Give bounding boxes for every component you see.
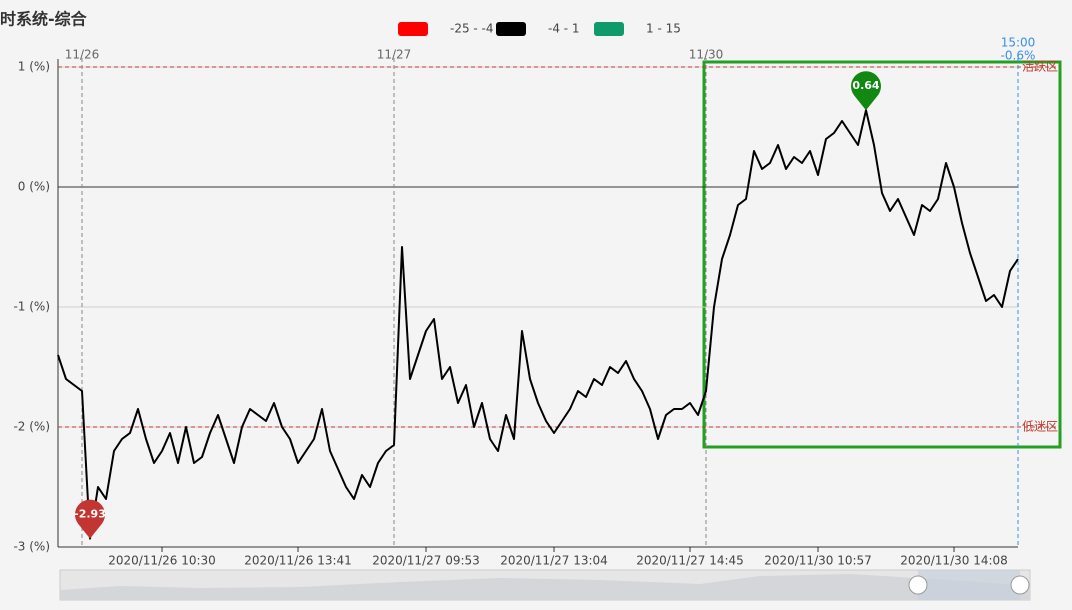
chart-title: 时系统-综合 [0,10,88,29]
slider-handle[interactable] [908,575,928,595]
y-tick-label: -2 (%) [13,420,50,434]
legend-swatch [398,22,428,36]
highlight-box [702,60,1062,449]
pin [75,499,105,539]
slider[interactable] [59,569,1031,601]
x-tick-label: 2020/11/27 14:45 [636,554,744,568]
x-tick-label: 2020/11/26 10:30 [108,554,216,568]
day-label: 11/30 [689,48,724,62]
day-label: 11/27 [377,48,412,62]
y-tick-label: -1 (%) [13,300,50,314]
pin-label: -2.93 [74,508,106,521]
x-tick-label: 2020/11/30 10:57 [764,554,872,568]
x-tick-label: 2020/11/26 13:41 [244,554,352,568]
zone-label: 低迷区 [1022,420,1058,434]
legend-label: 1 - 15 [646,22,681,36]
legend-label: -4 - 1 [548,22,580,36]
legend-label: -25 - -4 [450,22,494,36]
line [57,109,1019,540]
x-tick-label: 2020/11/30 14:08 [900,554,1008,568]
y-tick-label: 1 (%) [18,60,50,74]
pin-label: 0.64 [852,79,879,92]
slider-preview [60,574,1030,600]
slider-window[interactable] [918,570,1020,600]
day-label: 11/26 [65,48,100,62]
zone-label: 活跃区 [1022,60,1058,74]
x-tick-label: 2020/11/27 13:04 [500,554,608,568]
legend-swatch [594,22,624,36]
pin [851,71,882,111]
y-tick-label: 0 (%) [18,180,50,194]
slider-handle[interactable] [1010,575,1030,595]
end-value-label: -0.6% [1001,49,1036,63]
end-label: 15:00 [1001,36,1036,50]
y-tick-label: -3 (%) [13,540,50,554]
x-tick-label: 2020/11/27 09:53 [372,554,480,568]
legend-swatch [496,22,526,36]
